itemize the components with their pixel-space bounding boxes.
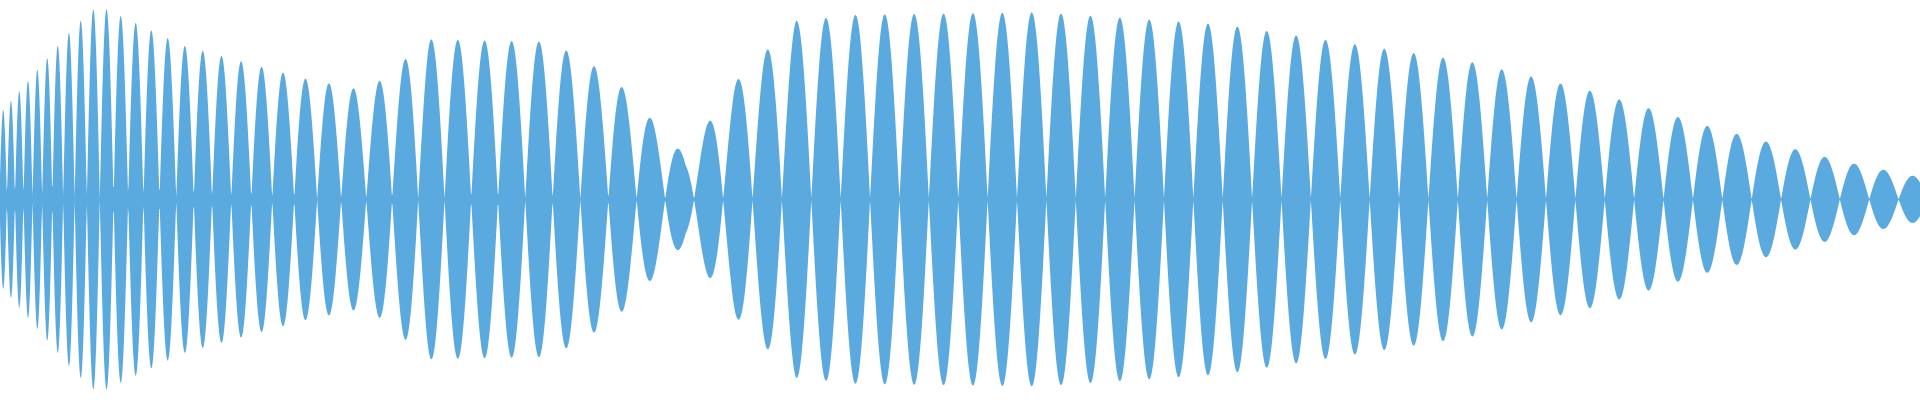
waveform-shape — [0, 8, 1920, 390]
